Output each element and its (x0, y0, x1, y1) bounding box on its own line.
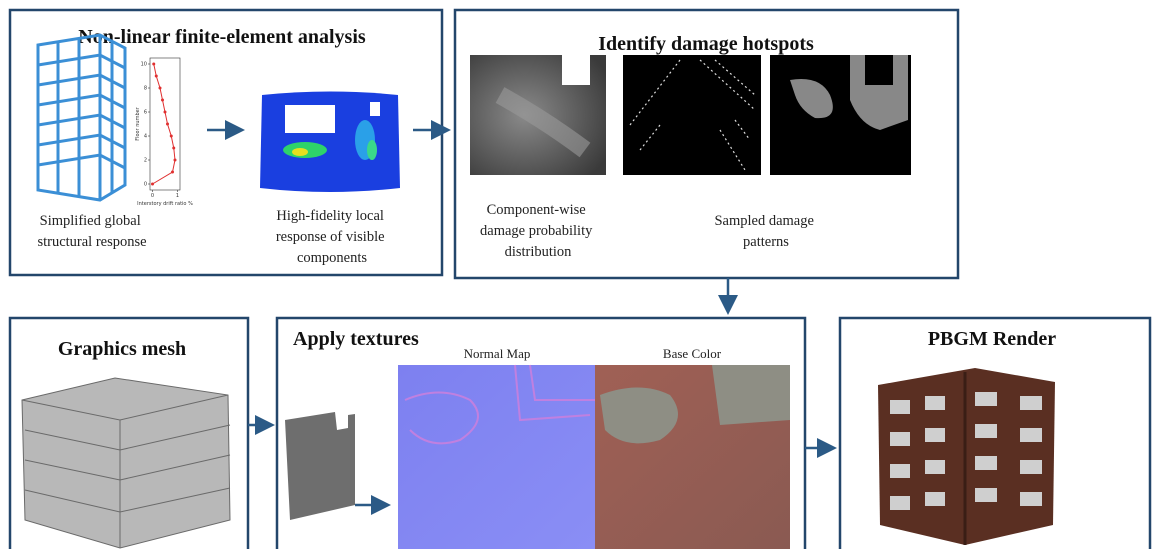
drift-point (159, 87, 162, 90)
damage-maps (470, 55, 911, 175)
caption-line: Component-wise (487, 202, 586, 218)
x-tick-label: 0 (151, 193, 154, 199)
caption-line: Simplified global (40, 213, 141, 229)
axis-label: Floor number (135, 106, 141, 140)
drift-point (155, 75, 158, 78)
y-tick-label: 4 (144, 134, 147, 140)
texture-label: Normal Map (464, 346, 531, 361)
caption-line: Sampled damage (714, 213, 813, 229)
x-tick-label: 1 (176, 193, 179, 199)
caption-line: damage probability (480, 223, 593, 239)
caption-line: distribution (505, 244, 573, 260)
drift-point (161, 99, 164, 102)
drift-point (174, 159, 177, 162)
render (878, 368, 1055, 545)
drift-point (171, 171, 174, 174)
caption-line: components (297, 250, 367, 266)
drift-point (152, 63, 155, 66)
panel-title: Apply textures (293, 328, 419, 350)
panel-title: Identify damage hotspots (598, 33, 814, 55)
graphics-mesh (22, 378, 230, 548)
y-tick-label: 0 (144, 182, 147, 188)
caption-line: patterns (743, 234, 789, 250)
y-tick-label: 6 (144, 110, 147, 116)
axis-label: Interstory drift ratio % (137, 201, 193, 207)
fe-model (260, 92, 400, 193)
y-tick-label: 2 (144, 158, 147, 164)
drift-point (164, 111, 167, 114)
drift-point (166, 123, 169, 126)
y-tick-label: 8 (144, 86, 147, 92)
texture-label: Base Color (663, 346, 722, 361)
diagram: Non-linear finite-element analysis Ident… (0, 0, 1156, 549)
caption-line: structural response (37, 234, 146, 250)
y-tick-label: 10 (141, 62, 147, 68)
drift-point (151, 183, 154, 186)
caption-line: High-fidelity local (276, 208, 384, 224)
drift-point (170, 135, 173, 138)
panel-title: PBGM Render (928, 328, 1056, 350)
caption-line: response of visible (276, 229, 385, 245)
panel-title: Graphics mesh (58, 338, 186, 360)
drift-point (172, 147, 175, 150)
